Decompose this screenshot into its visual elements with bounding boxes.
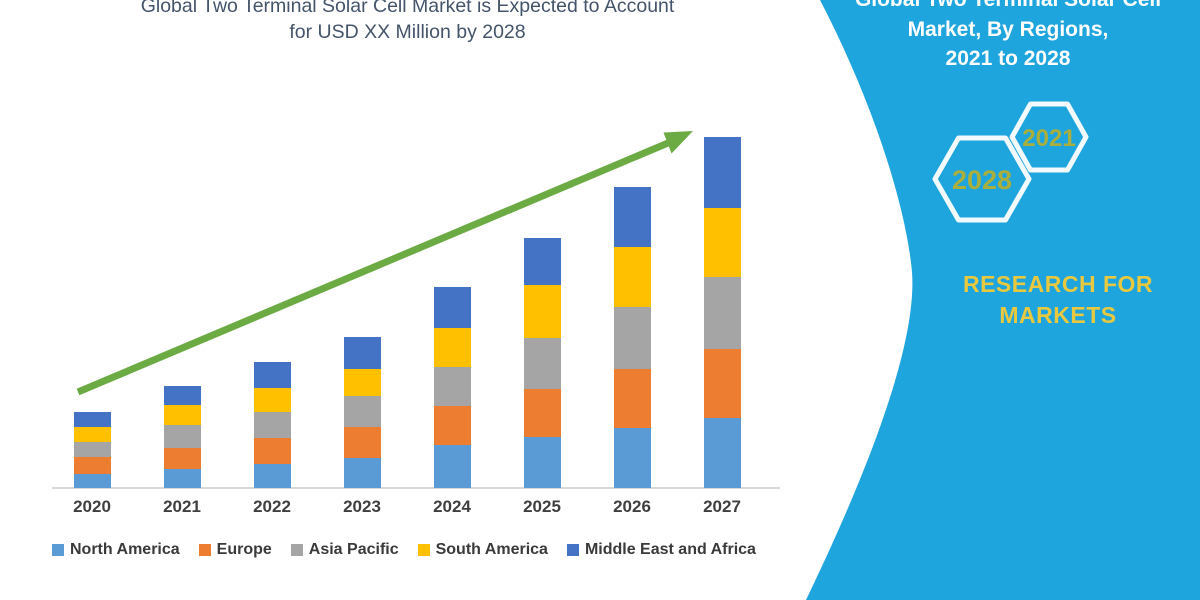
bar-segment-south-america [523, 285, 561, 338]
bar-segment-middle-east-and-africa [523, 238, 561, 285]
bar-segment-europe [703, 349, 741, 418]
legend-swatch-icon [290, 544, 303, 556]
bar-segment-europe [163, 448, 201, 469]
legend-swatch-icon [417, 544, 430, 556]
panel-title-line3: 2021 to 2028 [945, 47, 1071, 70]
bar-segment-asia-pacific [253, 412, 291, 438]
bar-segment-asia-pacific [343, 396, 381, 427]
bar-segment-south-america [163, 405, 201, 425]
bar-segment-asia-pacific [433, 367, 471, 406]
panel-title-line2: Market, By Regions, [907, 17, 1109, 41]
x-axis-label-2027: 2027 [703, 497, 741, 516]
bar-segment-middle-east-and-africa [703, 137, 741, 208]
hexagon-year-badges: 2028 2021 [932, 101, 1089, 223]
bar-segment-middle-east-and-africa [73, 412, 111, 427]
hexagon-2028-year: 2028 [952, 165, 1012, 195]
bar-segment-europe [433, 406, 471, 445]
stacked-bar-2026 [613, 187, 651, 488]
stacked-bar-2025 [523, 238, 561, 488]
x-axis-line [52, 487, 780, 489]
legend-swatch-icon [566, 544, 579, 556]
bar-segment-north-america [433, 445, 471, 488]
legend-swatch-icon [198, 544, 211, 556]
bar-segment-asia-pacific [163, 425, 201, 448]
legend-item: South America [417, 541, 548, 559]
bar-segment-middle-east-and-africa [343, 337, 381, 369]
stacked-bar-2023 [343, 337, 381, 488]
stacked-bar-2022 [253, 362, 291, 488]
x-axis-label-2023: 2023 [343, 497, 381, 516]
bar-segment-middle-east-and-africa [433, 287, 471, 328]
stacked-bar-2020 [73, 412, 111, 488]
stacked-bar-2024 [433, 287, 471, 488]
bar-segment-north-america [613, 428, 651, 488]
bar-segment-asia-pacific [613, 307, 651, 369]
panel-title: Global Two Terminal Solar Cell Market, B… [853, 0, 1163, 74]
bar-segment-north-america [343, 458, 381, 488]
x-axis-label-2025: 2025 [523, 497, 561, 516]
stacked-bar-2021 [163, 386, 201, 488]
brand-name-line2: MARKETS [999, 302, 1117, 328]
brand-panel-shape-path [806, 0, 1200, 600]
stacked-bar-2027 [703, 137, 741, 488]
legend-swatch-icon [52, 544, 64, 556]
bar-segment-europe [343, 427, 381, 458]
hexagon-2028-icon [932, 135, 1032, 223]
brand-name: RESEARCH FOR MARKETS [948, 269, 1168, 331]
bar-segment-south-america [73, 427, 111, 442]
hexagon-2021-icon [1009, 101, 1089, 173]
legend-label: South America [435, 541, 548, 558]
bar-segment-asia-pacific [703, 277, 741, 349]
legend-label: North America [70, 541, 180, 558]
legend-label: Middle East and Africa [584, 541, 756, 558]
chart-title-line1: Global Two Terminal Solar Cell Market is… [140, 0, 675, 17]
bar-segment-middle-east-and-africa [613, 187, 651, 247]
legend-label: Europe [216, 541, 272, 558]
bar-segment-south-america [703, 208, 741, 277]
bar-segment-north-america [523, 437, 561, 488]
bar-segment-middle-east-and-africa [253, 362, 291, 388]
brand-name-line1: RESEARCH FOR [962, 271, 1153, 297]
x-axis-label-2024: 2024 [433, 497, 471, 516]
chart-title-line2: for USD XX Million by 2028 [289, 21, 526, 43]
legend-label: Asia Pacific [308, 541, 399, 558]
bar-segment-europe [613, 369, 651, 428]
bar-segment-asia-pacific [523, 338, 561, 389]
hexagon-2021-year: 2021 [1022, 125, 1075, 152]
bar-segment-asia-pacific [73, 442, 111, 457]
bar-segment-south-america [613, 247, 651, 307]
legend-item: North America [52, 541, 180, 559]
bar-segment-europe [73, 457, 111, 474]
bar-segment-south-america [253, 388, 291, 412]
legend-item: Asia Pacific [290, 541, 399, 559]
bar-segment-north-america [253, 464, 291, 488]
bar-segment-north-america [73, 474, 111, 488]
bar-segment-north-america [163, 469, 201, 488]
x-axis-label-2022: 2022 [253, 497, 291, 516]
bar-segment-north-america [703, 418, 741, 488]
chart-legend: North America Europe Asia Pacific South Ame… [52, 541, 792, 559]
x-axis-label-2021: 2021 [163, 497, 201, 516]
x-axis-label-2026: 2026 [613, 497, 651, 516]
bar-segment-south-america [433, 328, 471, 367]
x-axis-label-2020: 2020 [73, 497, 111, 516]
bar-segment-south-america [343, 369, 381, 396]
bar-segment-europe [253, 438, 291, 464]
panel-title-line1: Global Two Terminal Solar Cell [853, 0, 1163, 15]
bar-segment-middle-east-and-africa [163, 386, 201, 405]
legend-item: Middle East and Africa [566, 541, 756, 559]
legend-item: Europe [198, 541, 272, 559]
bar-segment-europe [523, 389, 561, 437]
chart-title: Global Two Terminal Solar Cell Market is… [30, 0, 785, 45]
